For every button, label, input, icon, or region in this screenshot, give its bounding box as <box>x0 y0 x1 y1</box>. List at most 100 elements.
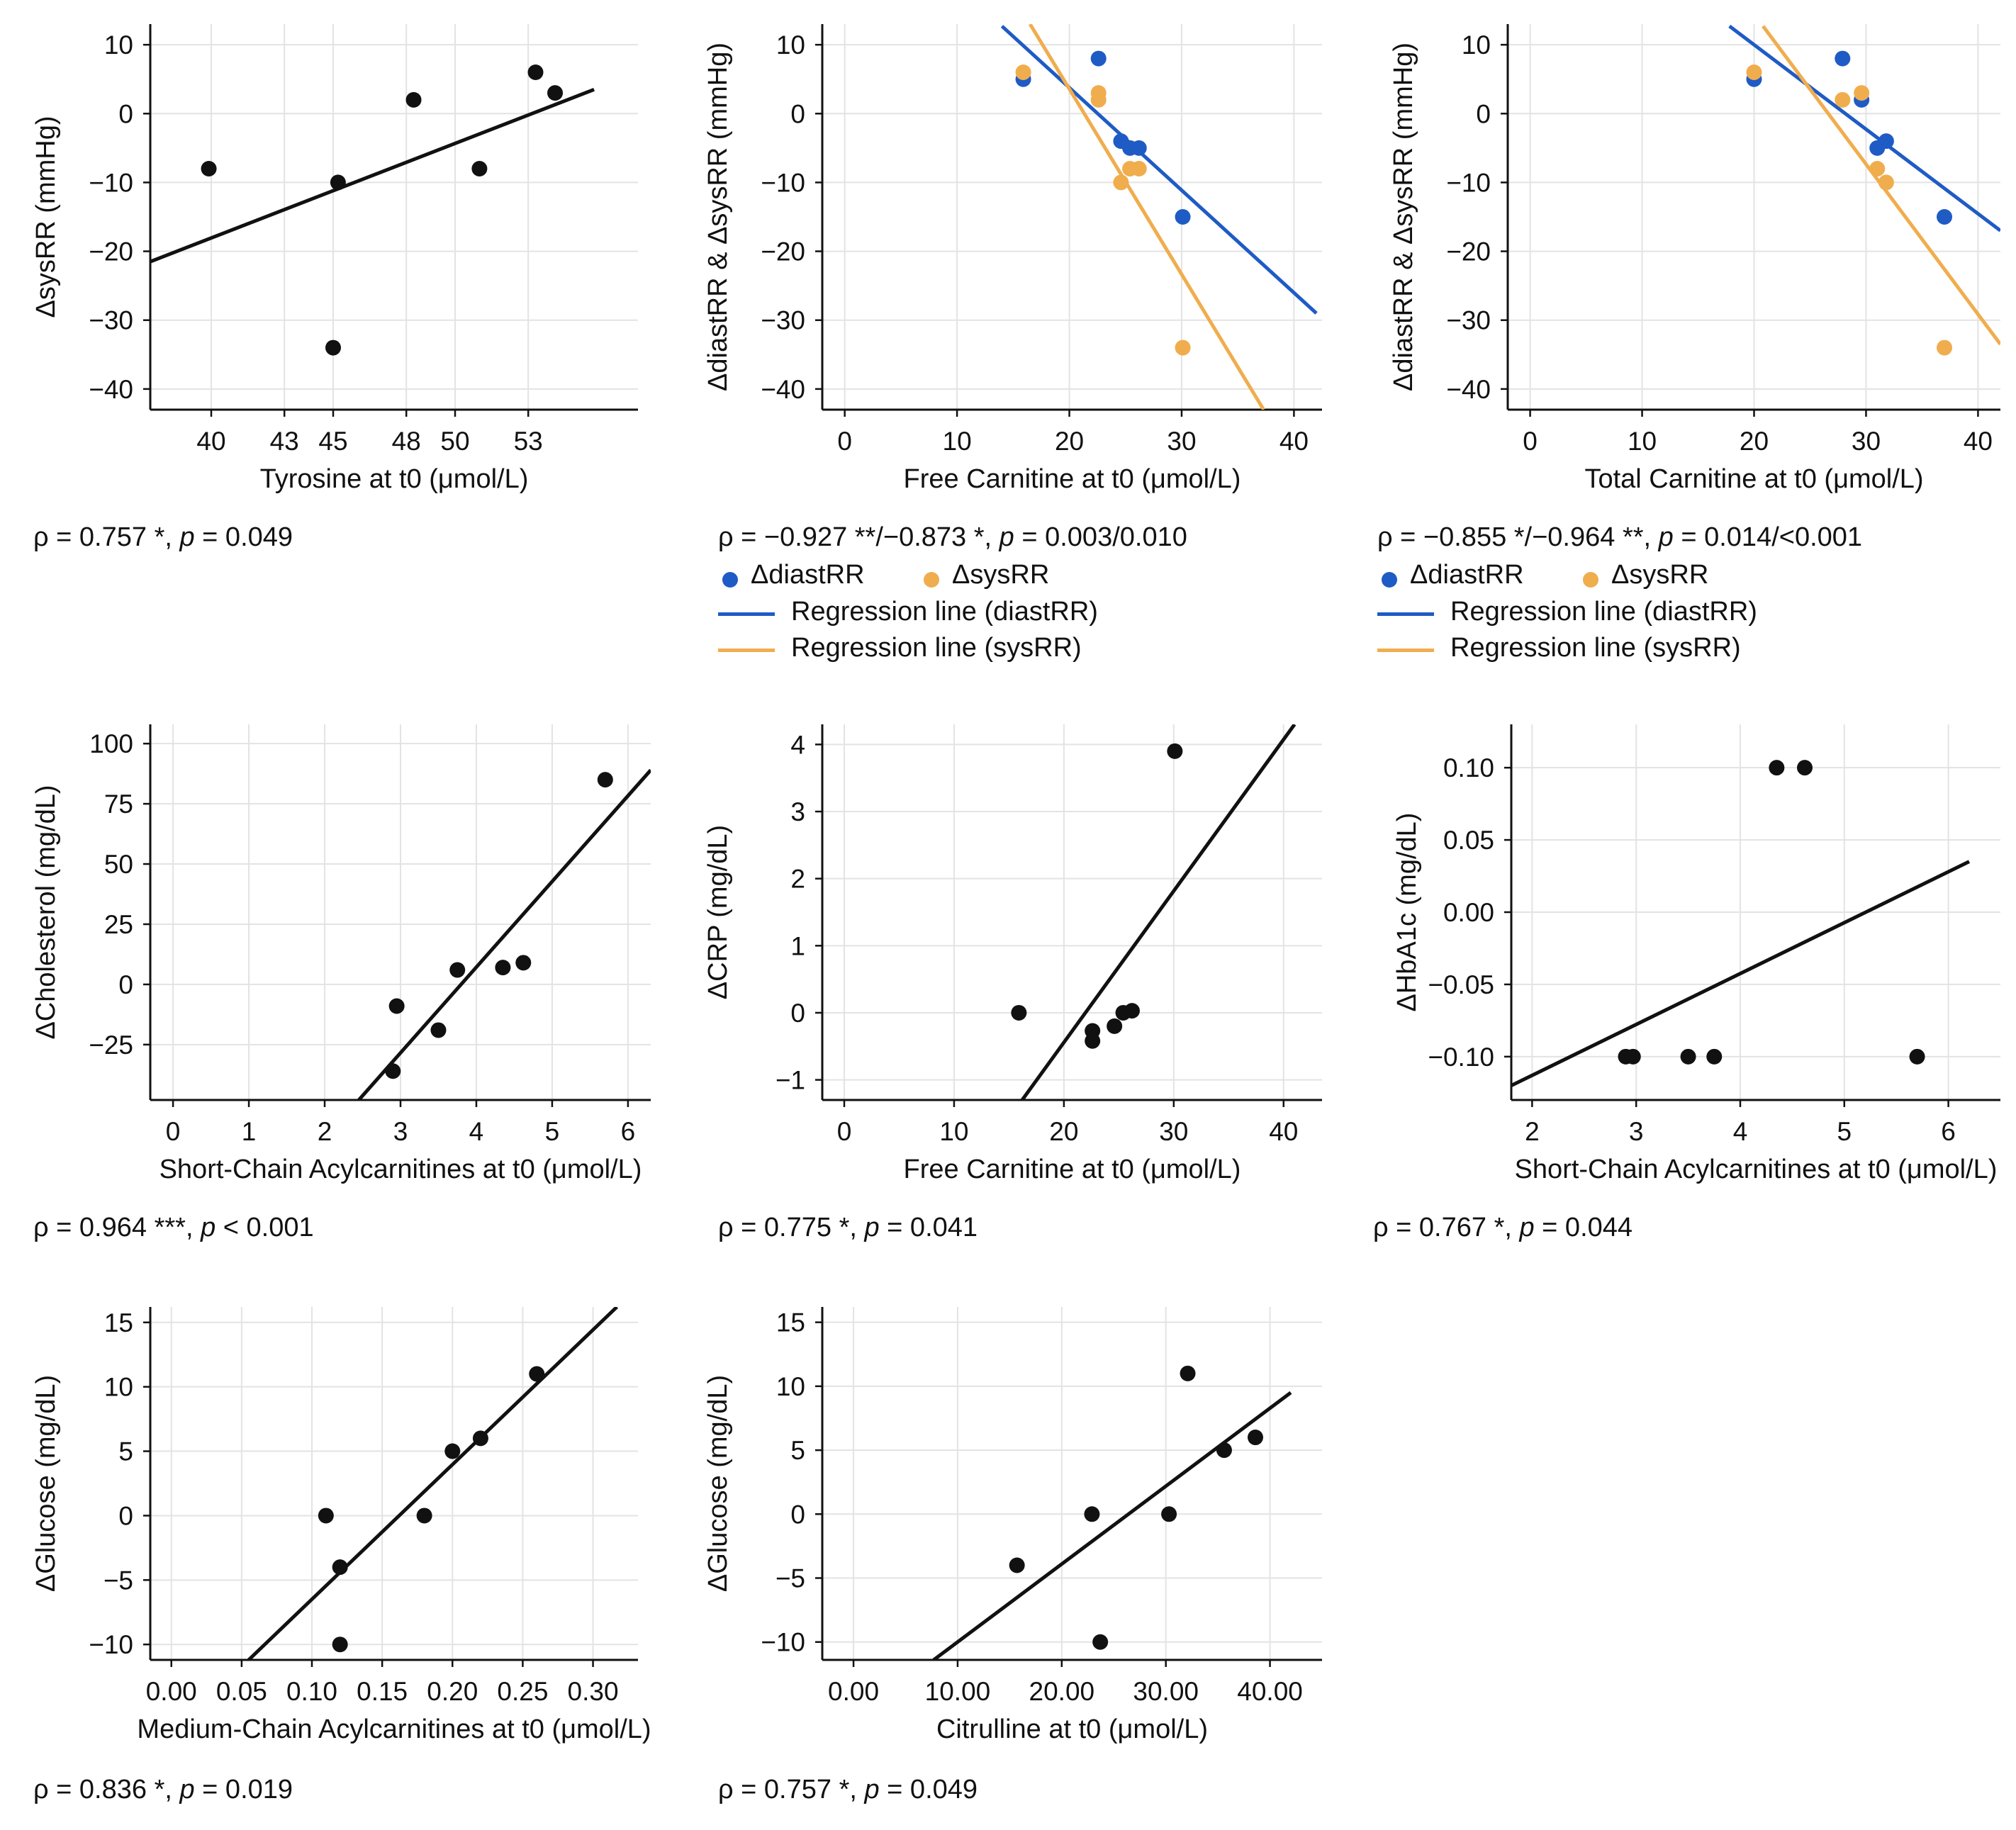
y-tick-label: 15 <box>104 1308 133 1337</box>
chart-hba1c: 2 3 4 5 6 0.10 0.05 0.00 −0.05 −0.10 Short-Chain A… <box>1392 724 2000 1184</box>
p-symbol: p <box>179 522 195 552</box>
y-tick-label: −25 <box>89 1031 133 1060</box>
stat-caption-glucose-citrulline: ρ = 0.757 *, p = 0.049 <box>718 1775 978 1805</box>
x-tick-label: 43 <box>270 427 299 456</box>
x-axis-title: Total Carnitine at t0 (μmol/L) <box>1584 464 1923 494</box>
rho-text: ρ = −0.855 */−0.964 **, <box>1377 522 1659 552</box>
y-tick-label: −10 <box>1446 168 1491 197</box>
data-point <box>1835 91 1851 108</box>
y-tick-label: 10 <box>776 1372 805 1401</box>
y-tick-label: −30 <box>761 306 805 335</box>
data-point <box>1835 50 1851 67</box>
rho-text: ρ = 0.757 *, <box>718 1775 865 1804</box>
y-axis-title: ΔHbA1c (mg/dL) <box>1392 813 1422 1012</box>
data-point <box>1216 1442 1232 1459</box>
x-tick-label: 6 <box>621 1117 636 1146</box>
y-tick-label: 10 <box>1462 30 1491 60</box>
x-tick-label: 0 <box>1523 427 1538 456</box>
legend-sys-line <box>1377 649 1434 652</box>
y-tick-label: 100 <box>89 729 133 758</box>
y-tick-label: 0 <box>118 970 133 999</box>
x-tick-label: 0.20 <box>427 1677 478 1706</box>
x-tick-label: 30 <box>1852 427 1881 456</box>
data-point <box>1878 174 1894 191</box>
chart-glucose-citrulline: 0.00 10.00 20.00 30.00 40.00 15 10 5 0 −5 −10 Citru… <box>703 1307 1322 1744</box>
data-point <box>1161 1506 1177 1522</box>
regression-line <box>1000 25 1318 315</box>
legend-diast-line <box>718 612 775 616</box>
y-tick-label: −5 <box>103 1566 133 1595</box>
data-point <box>1167 743 1183 759</box>
x-axis-title: Free Carnitine at t0 (μmol/L) <box>904 1155 1241 1184</box>
y-tick-label: 15 <box>776 1308 805 1337</box>
data-point <box>1706 1048 1723 1065</box>
data-point <box>1909 1048 1925 1065</box>
x-tick-label: 0.10 <box>286 1677 337 1706</box>
y-axis-title: ΔCholesterol (mg/dL) <box>31 785 61 1039</box>
y-axis-title: ΔsysRR (mmHg) <box>31 116 61 318</box>
y-tick-label: 0 <box>790 99 805 128</box>
rho-text: ρ = 0.767 *, <box>1373 1213 1520 1242</box>
x-tick-label: 0.05 <box>216 1677 267 1706</box>
p-symbol: p <box>179 1775 195 1804</box>
legend-diast-line <box>1377 612 1434 616</box>
p-symbol: p <box>1519 1213 1535 1242</box>
x-tick-label: 10.00 <box>925 1677 991 1706</box>
chart-tyrosine: 40 43 45 48 50 53 10 0 −10 −20 −30 −40 Tyrosine at t… <box>31 24 638 494</box>
p-value-text: < 0.001 <box>215 1213 314 1242</box>
data-point <box>444 1443 461 1459</box>
regression-line <box>357 768 651 1100</box>
legend-diast-label: ΔdiastRR <box>751 560 865 590</box>
data-point <box>529 1366 545 1382</box>
data-point <box>1009 1557 1025 1573</box>
y-tick-label: 10 <box>104 30 133 60</box>
y-tick-label: 3 <box>790 797 805 826</box>
legend-diast-label: ΔdiastRR <box>1410 560 1524 590</box>
y-tick-label: −20 <box>1446 237 1491 266</box>
x-tick-label: 40 <box>1279 427 1309 456</box>
data-point <box>527 64 544 80</box>
x-axis-title: Tyrosine at t0 (μmol/L) <box>260 464 529 494</box>
p-value-text: = 0.049 <box>194 522 293 552</box>
regression-line <box>247 1307 618 1660</box>
data-point <box>1180 1365 1196 1381</box>
y-axis-title: ΔCRP (mg/dL) <box>703 825 733 999</box>
y-tick-label: −10 <box>761 168 805 197</box>
data-point <box>1854 85 1870 101</box>
x-tick-label: 0.30 <box>568 1677 619 1706</box>
y-tick-label: −40 <box>761 375 805 404</box>
y-tick-label: 25 <box>104 910 133 939</box>
y-axis-title: ΔGlucose (mg/dL) <box>703 1375 733 1592</box>
y-tick-label: 0 <box>118 1501 133 1530</box>
x-tick-label: 20 <box>1049 1117 1078 1146</box>
data-point <box>1107 1018 1123 1034</box>
data-point <box>332 1637 348 1653</box>
rho-text: ρ = 0.757 *, <box>33 522 180 552</box>
y-tick-label: −30 <box>1446 306 1491 335</box>
data-point <box>515 955 532 971</box>
data-point <box>405 91 422 108</box>
x-tick-label: 48 <box>392 427 421 456</box>
legend-sys-marker <box>924 572 939 588</box>
y-tick-label: 4 <box>790 730 805 759</box>
x-tick-label: 0.00 <box>146 1677 197 1706</box>
data-point <box>1175 339 1191 356</box>
x-axis-title: Free Carnitine at t0 (μmol/L) <box>904 464 1241 494</box>
data-point <box>1084 1506 1100 1522</box>
data-point <box>332 1559 348 1576</box>
chart-total-carnitine-bp: 0 10 20 30 40 10 0 −10 −20 −30 −40 Total Carnitine … <box>1389 24 2000 494</box>
data-point <box>1797 760 1813 776</box>
y-tick-label: 0.00 <box>1443 898 1494 927</box>
data-point <box>201 161 217 176</box>
legend-sys-line-label: Regression line (sysRR) <box>791 633 1082 663</box>
data-point <box>1680 1048 1696 1065</box>
y-tick-label: 5 <box>790 1436 805 1465</box>
data-point <box>330 174 346 191</box>
data-point <box>385 1063 401 1079</box>
y-tick-label: −10 <box>89 168 133 197</box>
data-point <box>547 85 564 101</box>
stat-caption-cholesterol: ρ = 0.964 ***, p < 0.001 <box>33 1213 314 1243</box>
data-point <box>1124 1003 1140 1019</box>
